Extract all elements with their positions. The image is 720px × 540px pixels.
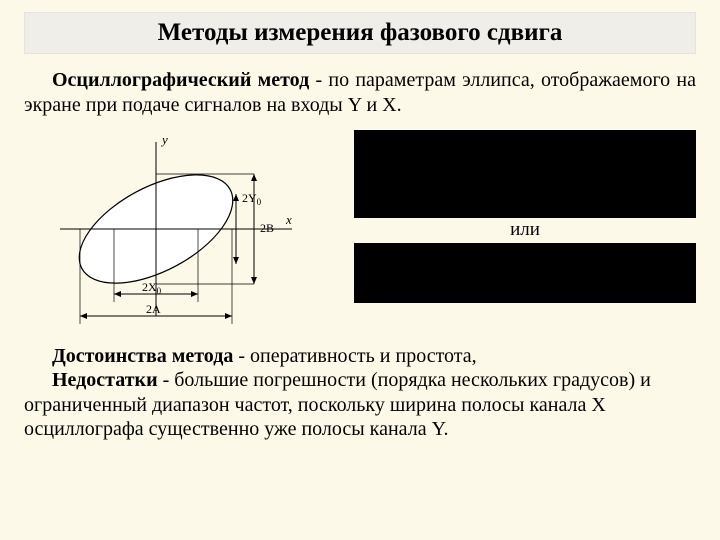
conclusion-p2: Недостатки - большие погрешности (порядк… (24, 368, 696, 441)
conclusion: Достоинства метода - оперативность и про… (24, 344, 696, 442)
conclusion-p1: Достоинства метода - оперативность и про… (24, 344, 696, 368)
ellipse-svg: y x 2Y0 2B 2X0 (24, 124, 344, 334)
conclusion-bold1: Достоинства метода (52, 345, 233, 367)
axis-y-label: y (160, 132, 168, 147)
ellipse-diagram: y x 2Y0 2B 2X0 (24, 124, 344, 334)
formula-column: или (354, 124, 696, 303)
content-row: y x 2Y0 2B 2X0 (24, 124, 696, 334)
intro-paragraph: Осциллографический метод - по параметрам… (24, 68, 696, 118)
conclusion-bold2: Недостатки (52, 369, 158, 391)
page-title: Методы измерения фазового сдвига (35, 19, 685, 47)
label-2A: 2A (146, 302, 161, 316)
formula-or-label: или (354, 220, 696, 241)
formula-blackbox-1 (354, 130, 696, 218)
label-2X0: 2X0 (142, 280, 162, 296)
axis-x-label: x (285, 212, 292, 227)
title-banner: Методы измерения фазового сдвига (24, 12, 696, 54)
formula-blackbox-2 (354, 243, 696, 303)
intro-bold: Осциллографический метод (52, 69, 309, 91)
label-2Y0: 2Y0 (242, 191, 262, 207)
conclusion-rest1: - оперативность и простота, (233, 345, 476, 367)
label-2B: 2B (260, 221, 274, 235)
